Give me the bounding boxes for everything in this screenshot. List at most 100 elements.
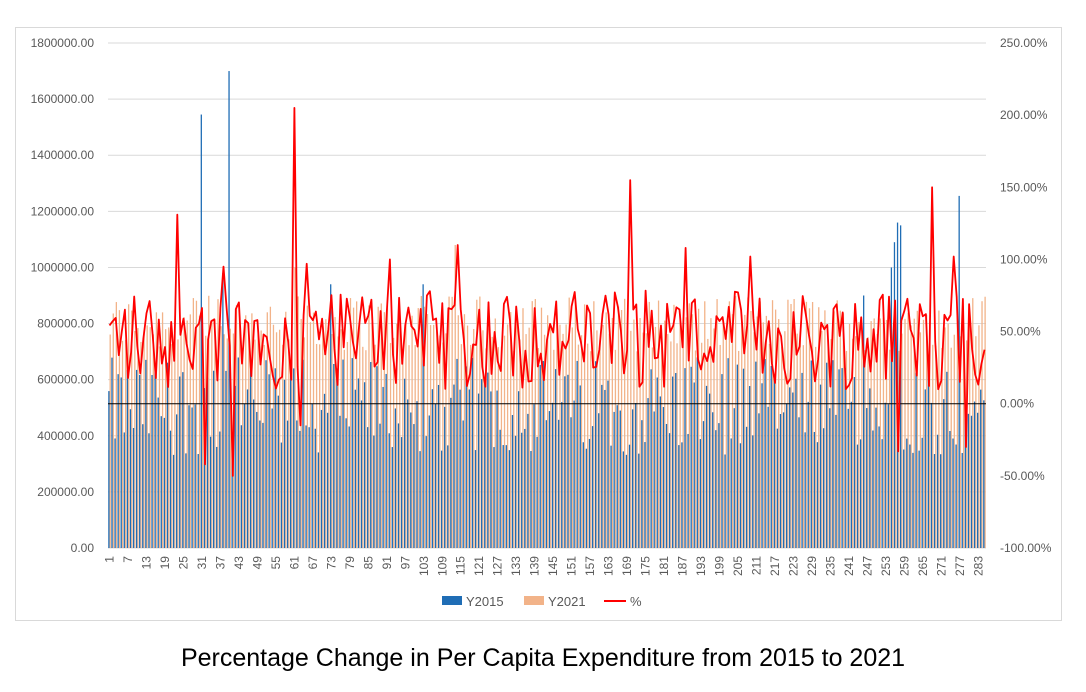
y2015-bar: [511, 415, 514, 548]
y2021-bar: [411, 315, 413, 548]
y2021-bar: [192, 298, 195, 548]
y2015-bar: [145, 359, 147, 548]
y2021-bar: [725, 334, 727, 548]
y2015-bar: [675, 373, 677, 548]
y2021-bar: [833, 311, 835, 548]
y2021-bar: [802, 345, 804, 548]
y2021-bar: [713, 328, 715, 548]
y2021-bar: [460, 344, 463, 548]
y2021-bar: [981, 301, 983, 548]
y2021-bar: [913, 318, 915, 548]
y2021-bar: [547, 315, 549, 548]
y2015-bar: [425, 436, 427, 548]
y2021-bar: [565, 324, 567, 548]
y2021-bar: [208, 295, 210, 548]
y2021-bar: [704, 301, 706, 548]
y2015-bar: [311, 403, 313, 548]
y2015-bar: [231, 454, 233, 548]
y2021-bar: [747, 297, 749, 548]
y2015-bar: [397, 423, 400, 548]
y2015-bar: [933, 454, 936, 548]
y2015-bar: [607, 380, 609, 548]
y2021-bar: [590, 351, 592, 548]
y2021-bar: [152, 334, 154, 548]
y2021-bar: [953, 334, 955, 548]
y2021-bar: [818, 307, 820, 548]
x-axis-tick-label: 211: [749, 556, 763, 575]
y2015-bar: [357, 378, 360, 548]
y2015-bar: [893, 242, 896, 548]
y2021-bar-series: [109, 245, 986, 548]
x-axis-tick-label: 229: [805, 556, 819, 576]
y2015-bar: [179, 376, 181, 548]
y2015-bar: [591, 426, 594, 548]
y2021-bar: [944, 327, 946, 548]
x-axis-tick-label: 43: [232, 556, 246, 570]
y2021-bar: [466, 325, 469, 548]
y2021-bar: [722, 323, 724, 548]
y2021-bar: [864, 350, 866, 548]
y2015-bar: [582, 442, 584, 548]
y2015-bar: [838, 369, 840, 548]
x-axis-tick-label: 49: [250, 556, 264, 570]
y2021-bar: [503, 335, 506, 548]
y2015-bar: [234, 385, 236, 548]
y2021-bar: [275, 332, 278, 548]
y2015-bar: [388, 433, 390, 548]
y2021-bar: [355, 301, 358, 548]
y2015-bar: [678, 445, 680, 548]
y2015-bar: [650, 369, 652, 548]
y2021-bar: [174, 335, 176, 548]
y2015-bar: [690, 366, 692, 548]
y2015-bar: [684, 368, 686, 548]
y2021-bar: [654, 326, 657, 548]
y2021-bar: [750, 310, 752, 548]
y2015-bar: [527, 413, 529, 548]
x-axis-tick-label: 151: [565, 556, 579, 576]
y2021-bar: [784, 331, 786, 548]
right-axis-tick-label: 100.00%: [1000, 252, 1048, 266]
y2015-bar: [554, 369, 557, 548]
y2015-bar: [613, 411, 615, 548]
y2015-bar: [477, 393, 480, 548]
y2015-bar: [961, 452, 963, 548]
y2021-bar: [140, 341, 142, 548]
y2015-bar: [542, 361, 544, 548]
y2015-bar: [708, 393, 711, 548]
y2015-bar: [481, 379, 483, 548]
y2015-bar: [468, 389, 470, 548]
y2021-bar: [916, 310, 918, 548]
y2021-bar: [876, 333, 878, 548]
y2021-bar: [719, 344, 721, 548]
y2015-bar: [610, 445, 612, 548]
right-axis-tick-label: 50.00%: [1000, 325, 1041, 339]
y2015-bar: [946, 371, 948, 548]
y2015-bar: [964, 408, 966, 548]
y2015-bar: [588, 438, 591, 548]
x-axis-tick-label: 241: [842, 556, 856, 576]
y2015-bar: [274, 368, 276, 548]
y2015-bar: [773, 378, 775, 548]
y2015-bar: [453, 384, 455, 548]
x-axis-tick-label: 85: [361, 556, 375, 570]
y2015-bar: [521, 432, 523, 548]
y2021-bar: [577, 344, 580, 548]
y2021-bar: [701, 342, 703, 548]
y2021-bar: [220, 326, 222, 548]
y2015-bar: [792, 392, 794, 548]
y2015-bar: [909, 444, 911, 548]
x-axis-tick-label: 25: [176, 556, 190, 570]
y2021-bar: [895, 348, 897, 548]
y2021-bar: [242, 351, 244, 548]
y2021-bar: [553, 349, 555, 548]
y2021-bar: [608, 333, 610, 548]
y2021-bar: [214, 319, 216, 548]
y2015-bar: [693, 382, 695, 548]
y2015-bar: [545, 420, 547, 548]
y2015-bar: [594, 361, 597, 548]
y2015-bar: [524, 428, 526, 548]
y2015-bar: [721, 374, 723, 548]
y2015-bar: [517, 391, 520, 548]
y2015-bar: [308, 427, 310, 548]
left-axis-ticks: 0.00 200000.00 400000.00 600000.00 800000.00…: [31, 36, 95, 555]
